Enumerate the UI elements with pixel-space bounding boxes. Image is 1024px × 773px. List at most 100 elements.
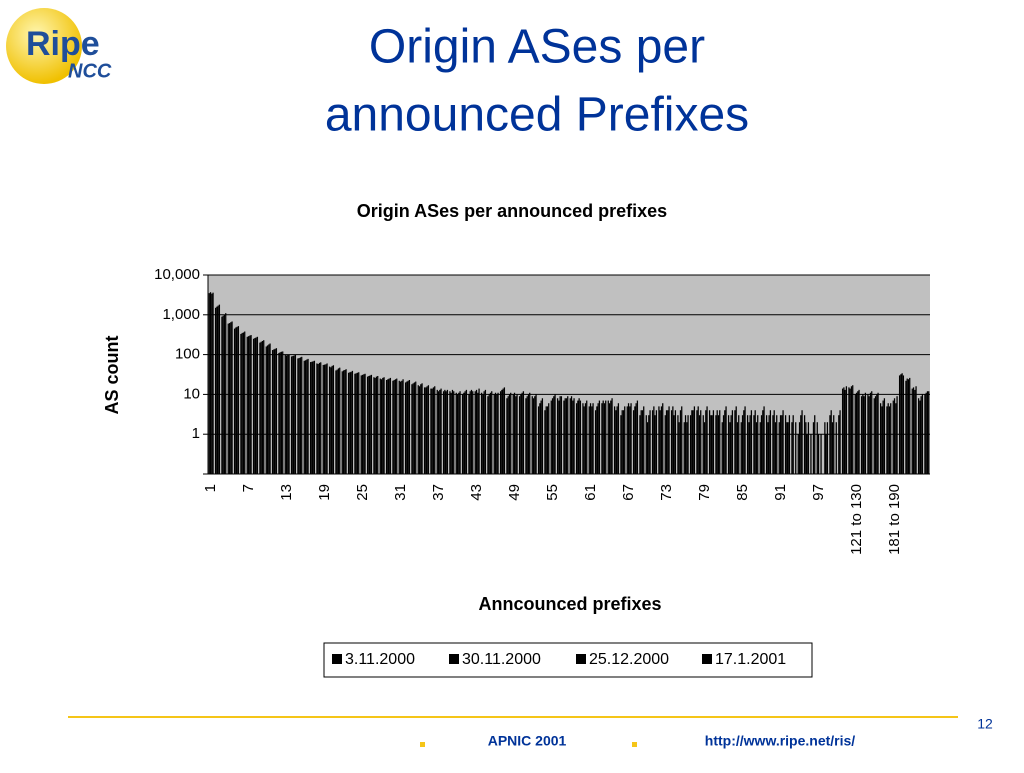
bar: [279, 352, 281, 474]
bar: [445, 391, 447, 474]
bar: [280, 351, 283, 474]
bar: [716, 410, 718, 474]
page-number: 12: [977, 716, 993, 732]
bar: [573, 398, 575, 474]
bar: [508, 394, 511, 474]
bar: [265, 346, 267, 474]
legend-label: 30.11.2000: [462, 651, 541, 668]
bar: [356, 372, 359, 474]
bar: [843, 387, 845, 474]
bar: [640, 410, 642, 474]
bar: [773, 410, 775, 474]
bar: [271, 350, 274, 474]
bar: [288, 354, 290, 474]
bar: [465, 389, 468, 474]
bar: [888, 406, 891, 474]
bar: [844, 389, 846, 474]
bar: [852, 385, 854, 474]
bar: [909, 377, 911, 474]
bar: [217, 305, 219, 474]
bar: [516, 394, 518, 474]
bar: [814, 415, 816, 474]
bar: [691, 410, 693, 474]
bar: [795, 422, 797, 474]
bar: [535, 394, 537, 474]
bar: [591, 406, 593, 474]
bar: [401, 380, 403, 474]
bar: [560, 396, 563, 474]
bar: [499, 391, 502, 474]
plot: 1 10 100 1,000 10,000 1 7 13 19 25 31 37 43 49 55 61 67 7…: [154, 266, 930, 555]
bar: [496, 394, 498, 474]
bar: [268, 344, 270, 474]
bar: [375, 376, 378, 474]
bar: [380, 379, 383, 474]
x-tick-label: 19: [316, 484, 333, 501]
bar: [349, 372, 351, 474]
bar: [860, 396, 863, 474]
bar: [252, 338, 255, 474]
bar: [402, 379, 404, 474]
bar: [472, 391, 474, 474]
bar: [715, 415, 717, 474]
bar: [421, 383, 423, 474]
bar: [610, 400, 612, 474]
bar: [706, 406, 708, 474]
bar: [730, 415, 732, 474]
bar: [411, 384, 413, 474]
bar: [385, 380, 388, 474]
bar: [605, 400, 607, 474]
bar: [900, 374, 902, 474]
bar: [670, 410, 673, 474]
bar: [768, 415, 770, 474]
bar: [645, 415, 647, 474]
chart-title: Origin ASes per announced prefixes: [357, 201, 667, 221]
bar: [537, 406, 540, 474]
bar: [807, 422, 810, 474]
bar: [446, 389, 449, 474]
bar: [577, 400, 579, 474]
bar: [312, 361, 314, 474]
bar: [693, 406, 696, 474]
bar: [377, 375, 379, 474]
bar: [895, 403, 897, 474]
bar: [584, 403, 587, 474]
bar: [841, 388, 844, 474]
bar: [754, 410, 756, 474]
bar: [854, 394, 856, 474]
bar: [734, 410, 736, 474]
bar: [515, 396, 517, 474]
bar: [347, 372, 350, 474]
bar: [525, 398, 527, 474]
y-tick-label: 100: [175, 346, 200, 363]
bar: [487, 396, 489, 474]
bar: [743, 410, 745, 474]
bar: [468, 394, 470, 474]
bar: [208, 293, 210, 474]
legend-swatch: [702, 654, 712, 664]
bar: [482, 394, 484, 474]
bar: [635, 403, 637, 474]
bar: [750, 410, 753, 474]
bar: [692, 410, 694, 474]
bar: [738, 415, 740, 474]
bar: [921, 394, 924, 474]
bar: [643, 406, 645, 474]
bar: [423, 387, 426, 474]
bar: [746, 415, 749, 474]
bar: [212, 292, 214, 474]
bar: [698, 415, 701, 474]
bar: [489, 392, 492, 474]
bar: [373, 377, 375, 474]
bar: [588, 406, 590, 474]
x-tick-label: 91: [772, 484, 789, 501]
bar: [493, 394, 495, 474]
bar: [696, 410, 698, 474]
bar: [230, 322, 232, 474]
bar: [332, 365, 335, 474]
bar: [849, 388, 851, 474]
bar: [218, 304, 221, 474]
bar: [316, 363, 318, 474]
bar: [558, 400, 560, 474]
bar: [636, 400, 639, 474]
